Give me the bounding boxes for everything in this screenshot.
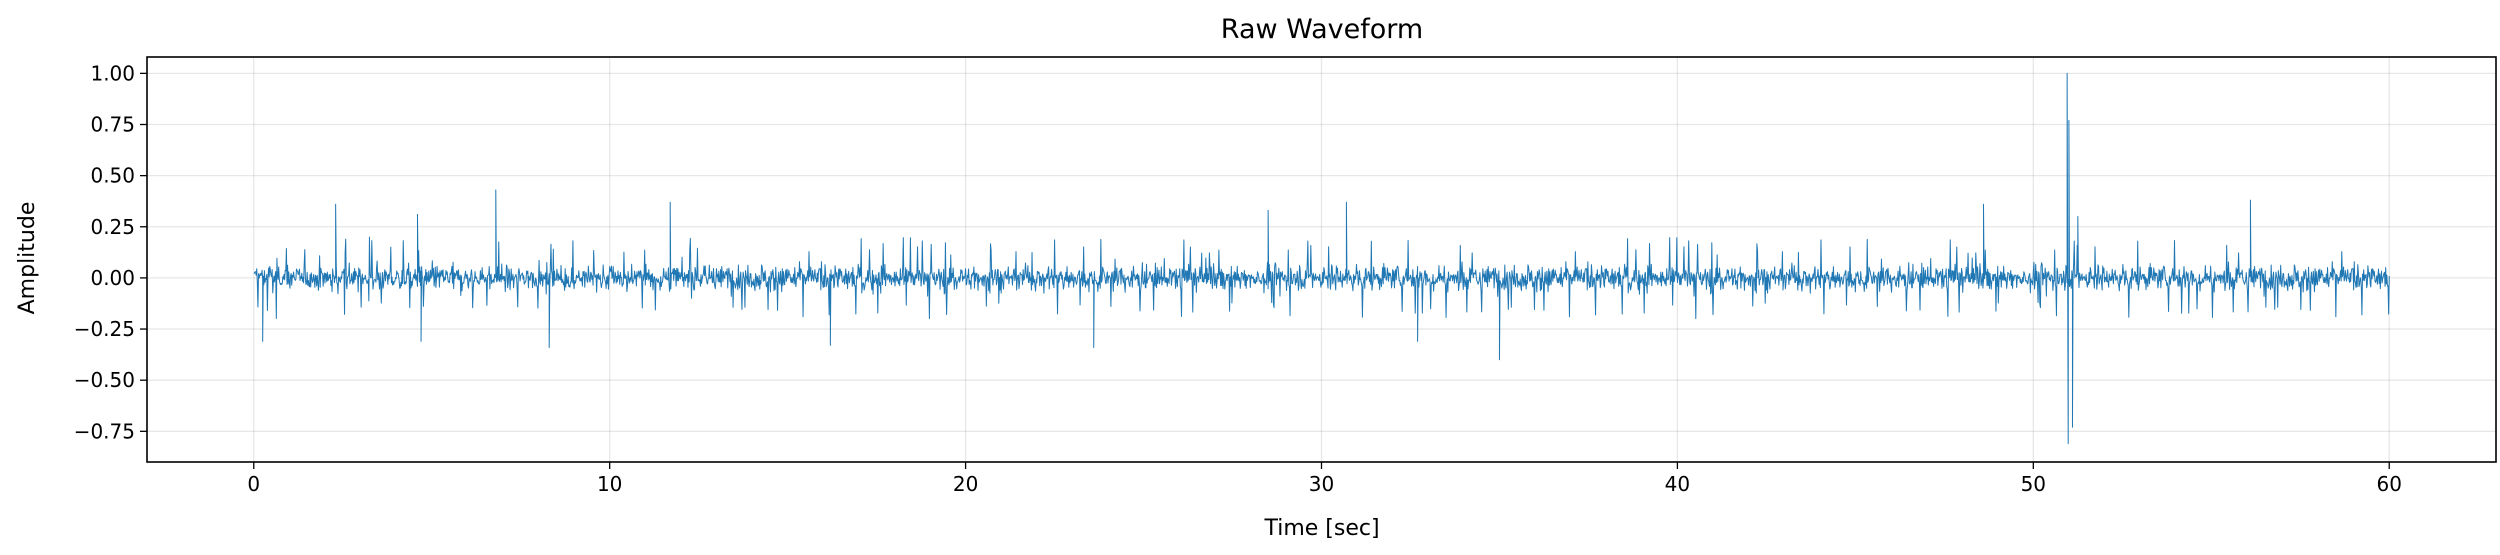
x-tick-label: 20 [953,472,978,496]
y-tick-label: 0.25 [90,215,135,239]
x-tick-label: 60 [2377,472,2402,496]
y-tick-label: 0.50 [90,164,135,188]
series-layer [253,72,2390,445]
y-tick-label: −0.50 [74,368,135,392]
y-tick-label: 0.00 [90,266,135,290]
chart-title: Raw Waveform [1221,14,1423,45]
x-tick-label: 50 [2021,472,2046,496]
x-axis-title: Time [sec] [1263,516,1379,541]
grid [147,57,2496,462]
x-tick-label: 10 [597,472,622,496]
x-tick-label: 0 [247,472,260,496]
x-axis: 0 10 20 30 40 50 60 [247,462,2402,496]
series-line [253,72,2390,445]
y-tick-label: 1.00 [90,61,135,85]
y-tick-label: −0.75 [74,419,135,443]
y-axis: 1.00 0.75 0.50 0.25 0.00 −0.25 −0.50 −0.75 [74,61,147,443]
x-tick-label: 40 [1665,472,1690,496]
y-axis-title: Amplitude [15,202,40,315]
y-tick-label: −0.25 [74,317,135,341]
y-tick-label: 0.75 [90,113,135,137]
x-tick-label: 30 [1309,472,1334,496]
